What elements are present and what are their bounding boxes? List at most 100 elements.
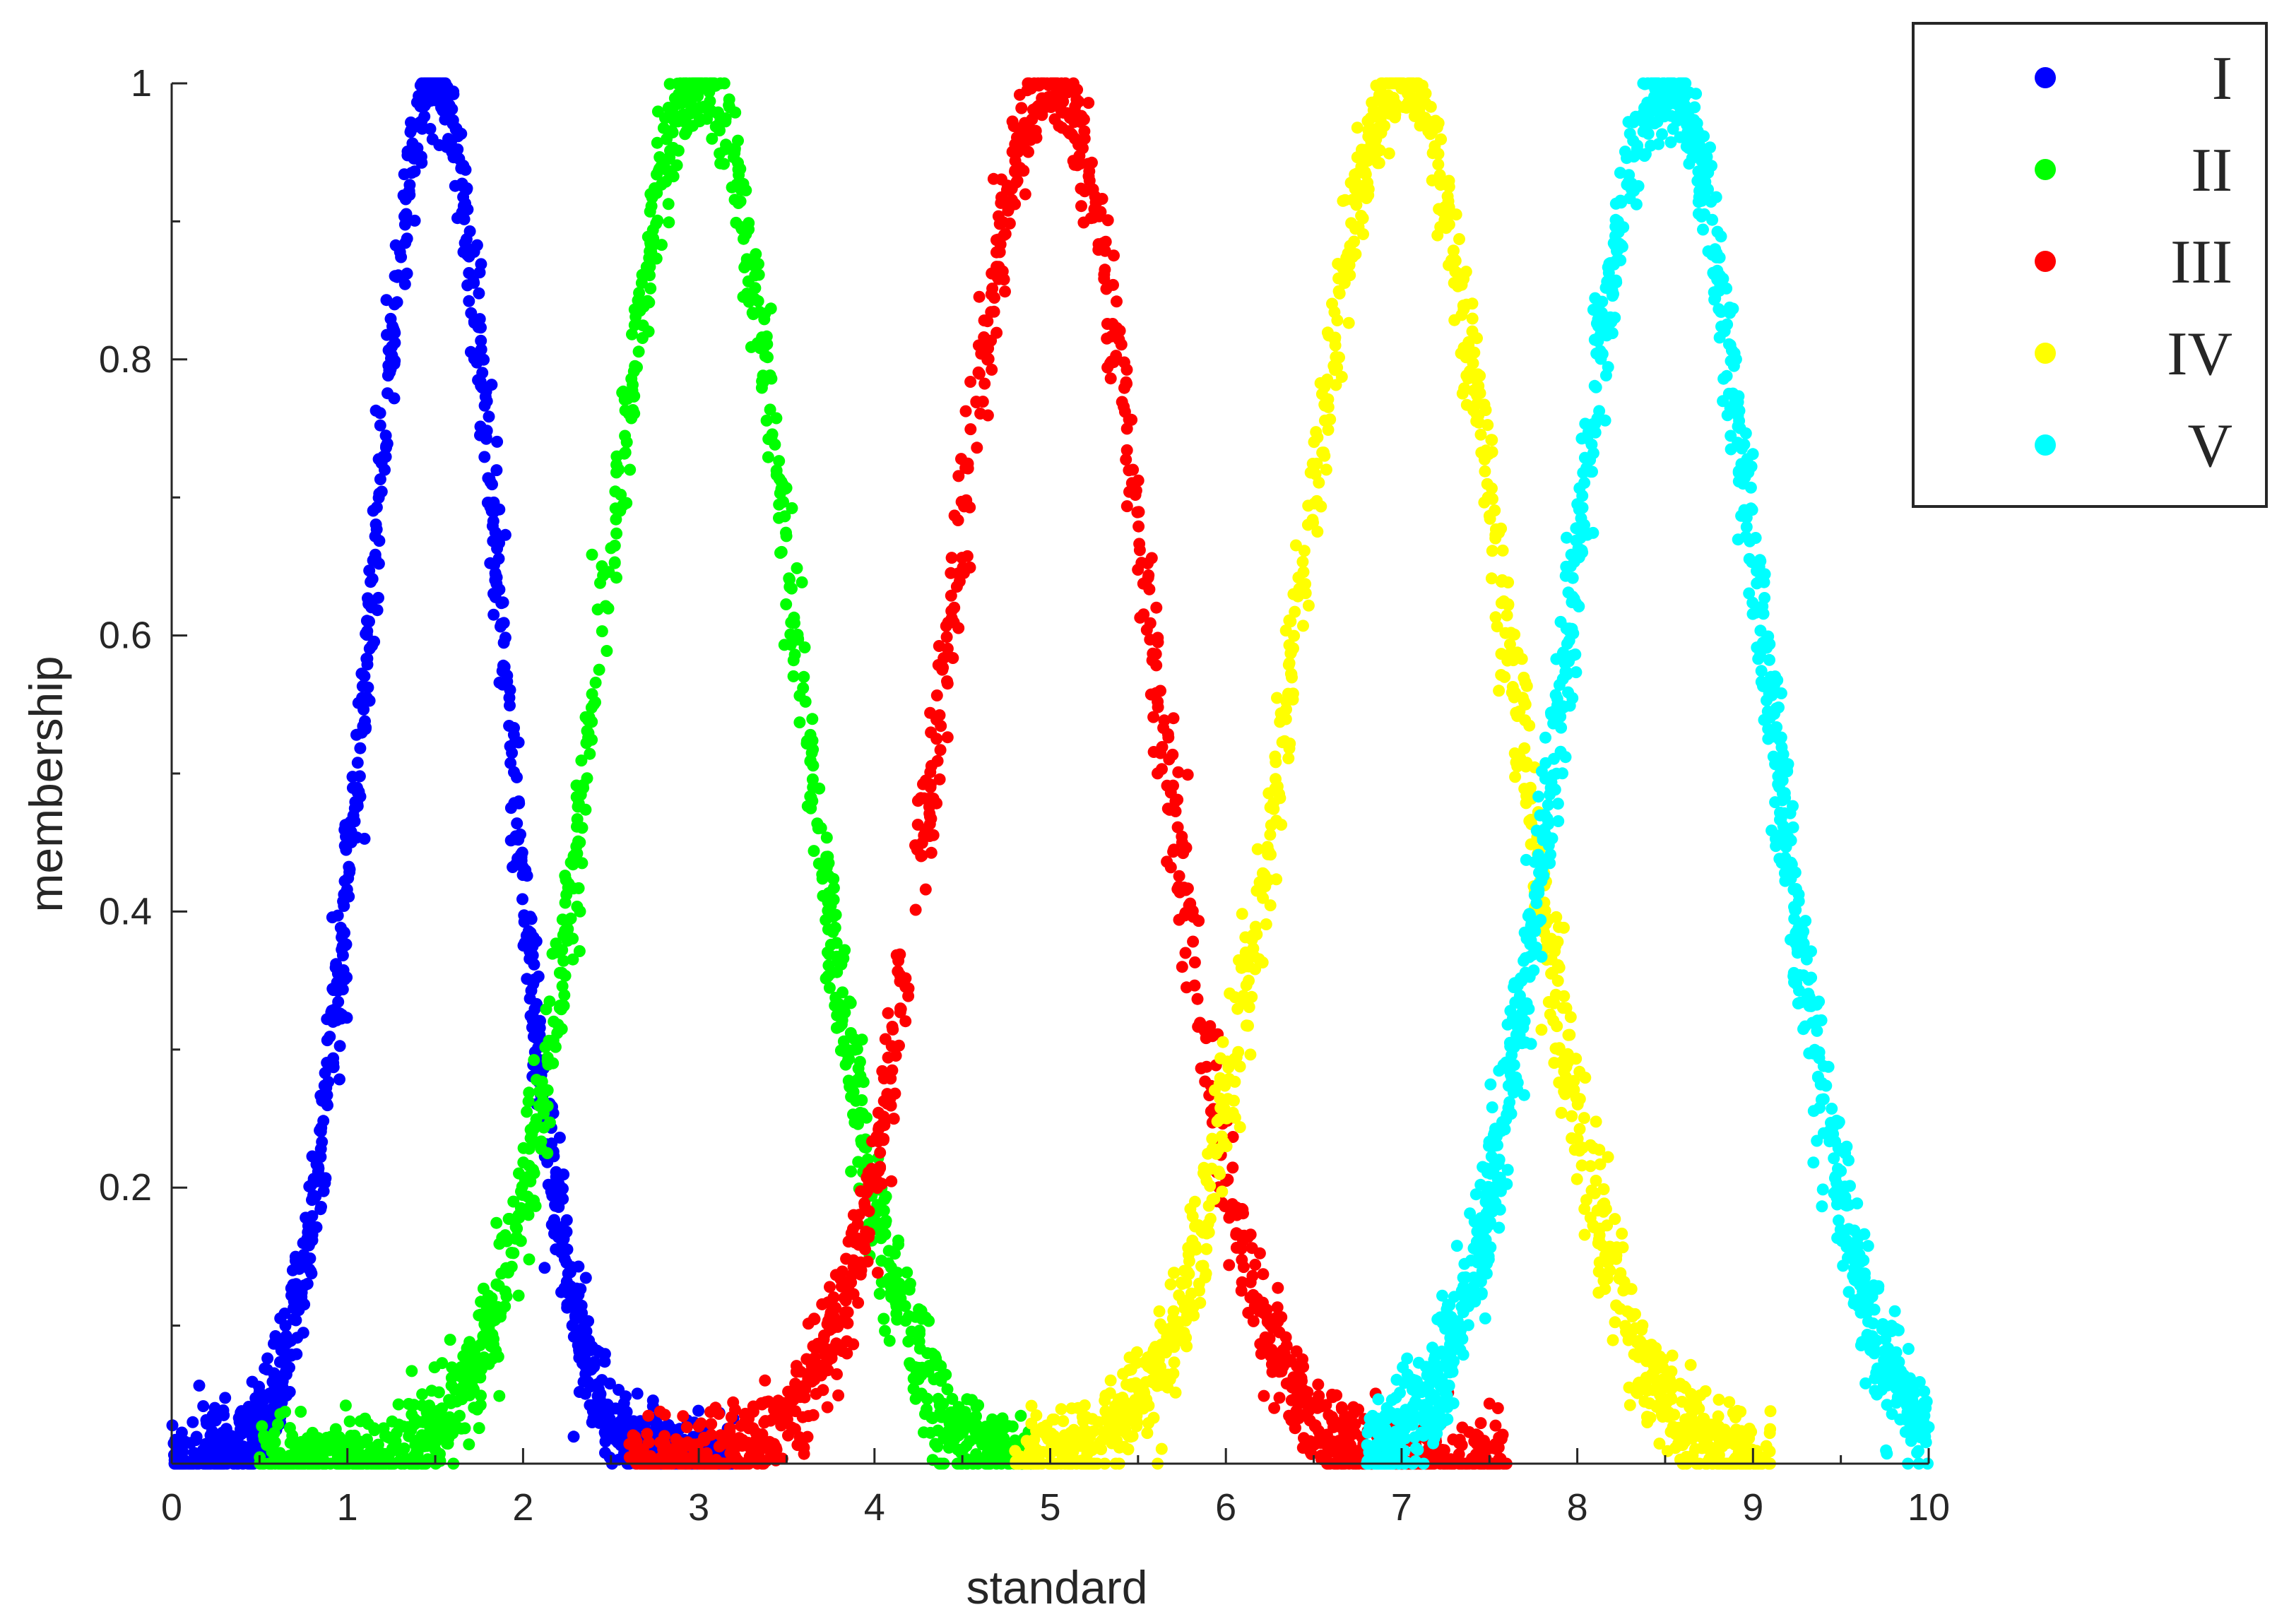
data-point [567, 1430, 580, 1443]
data-point [364, 1446, 377, 1459]
data-point [535, 1135, 548, 1148]
data-point [487, 496, 500, 509]
data-point [877, 1204, 890, 1217]
data-point [726, 181, 738, 194]
data-point [354, 742, 367, 754]
data-point [988, 305, 1000, 318]
data-point [261, 1363, 273, 1376]
data-point [357, 703, 370, 716]
data-point [996, 265, 1009, 278]
data-point [1607, 1334, 1619, 1346]
data-point [718, 77, 731, 90]
data-point [406, 1409, 418, 1421]
data-point [1239, 946, 1252, 959]
data-point [346, 771, 359, 783]
data-point [360, 627, 372, 640]
data-point [651, 105, 664, 118]
data-point [1168, 1356, 1181, 1369]
data-point [280, 1329, 292, 1342]
data-point [597, 569, 610, 582]
data-point [564, 912, 577, 925]
data-point [558, 989, 571, 1002]
data-point [1036, 1421, 1048, 1434]
data-point [524, 1201, 536, 1214]
data-point [756, 1398, 769, 1411]
data-point [636, 332, 649, 344]
data-point [1483, 1397, 1496, 1410]
data-point [877, 1312, 890, 1325]
data-point [883, 1334, 896, 1347]
data-point [329, 1423, 342, 1435]
data-point [478, 451, 491, 463]
data-point [893, 1039, 905, 1052]
data-point [651, 136, 663, 149]
data-point [844, 995, 856, 1008]
data-point [704, 95, 716, 107]
data-point [941, 731, 954, 744]
data-point [1044, 1433, 1057, 1445]
data-point [1141, 1427, 1154, 1440]
data-point [627, 1415, 640, 1428]
data-point [1177, 847, 1190, 860]
data-point [221, 1429, 234, 1442]
data-point [683, 1439, 696, 1452]
data-point [807, 781, 820, 793]
data-point [332, 1454, 345, 1467]
data-point [847, 1108, 859, 1121]
data-point [780, 526, 792, 539]
data-point [276, 1391, 289, 1404]
data-point [1590, 1175, 1602, 1187]
data-point [343, 1415, 356, 1428]
data-point [230, 1438, 242, 1451]
data-point [576, 857, 588, 870]
data-point [1236, 1276, 1248, 1288]
data-point [508, 722, 520, 734]
data-point [514, 1235, 527, 1247]
data-point [752, 268, 765, 281]
data-point [261, 1352, 274, 1365]
data-point [1616, 1227, 1628, 1240]
data-point [923, 810, 936, 823]
data-point [974, 408, 987, 420]
data-point [398, 1442, 410, 1454]
data-point [729, 1404, 741, 1416]
data-point [1698, 1431, 1711, 1444]
data-point [814, 1337, 827, 1350]
data-point [825, 967, 838, 979]
data-point [367, 504, 379, 517]
data-point [1199, 1271, 1212, 1284]
data-point [348, 802, 361, 814]
data-point [857, 1076, 870, 1089]
data-point [1152, 767, 1164, 780]
data-point [788, 1423, 801, 1435]
data-point [1242, 1307, 1255, 1319]
data-point [985, 288, 998, 301]
data-point [703, 85, 716, 98]
data-point [476, 367, 489, 379]
data-point [816, 1363, 829, 1375]
data-point [1195, 1260, 1207, 1272]
data-point [321, 1099, 333, 1112]
data-point [665, 126, 678, 139]
data-point [593, 663, 605, 676]
data-point [1153, 1305, 1166, 1317]
data-point [806, 713, 819, 725]
data-point [949, 1418, 962, 1431]
data-point [372, 557, 385, 570]
data-point [1006, 115, 1019, 128]
data-point [314, 1089, 327, 1102]
data-point [1433, 203, 1445, 215]
data-point [621, 393, 634, 405]
data-point [475, 321, 487, 334]
data-point [1120, 444, 1133, 456]
data-point [545, 1137, 558, 1150]
data-point [391, 296, 403, 309]
data-point [1483, 509, 1496, 522]
data-point [874, 1146, 887, 1159]
data-point [879, 1033, 892, 1045]
data-point [373, 487, 386, 500]
data-point [234, 1417, 247, 1430]
data-point [822, 923, 834, 936]
data-point [987, 172, 1000, 185]
data-point [1456, 387, 1469, 400]
